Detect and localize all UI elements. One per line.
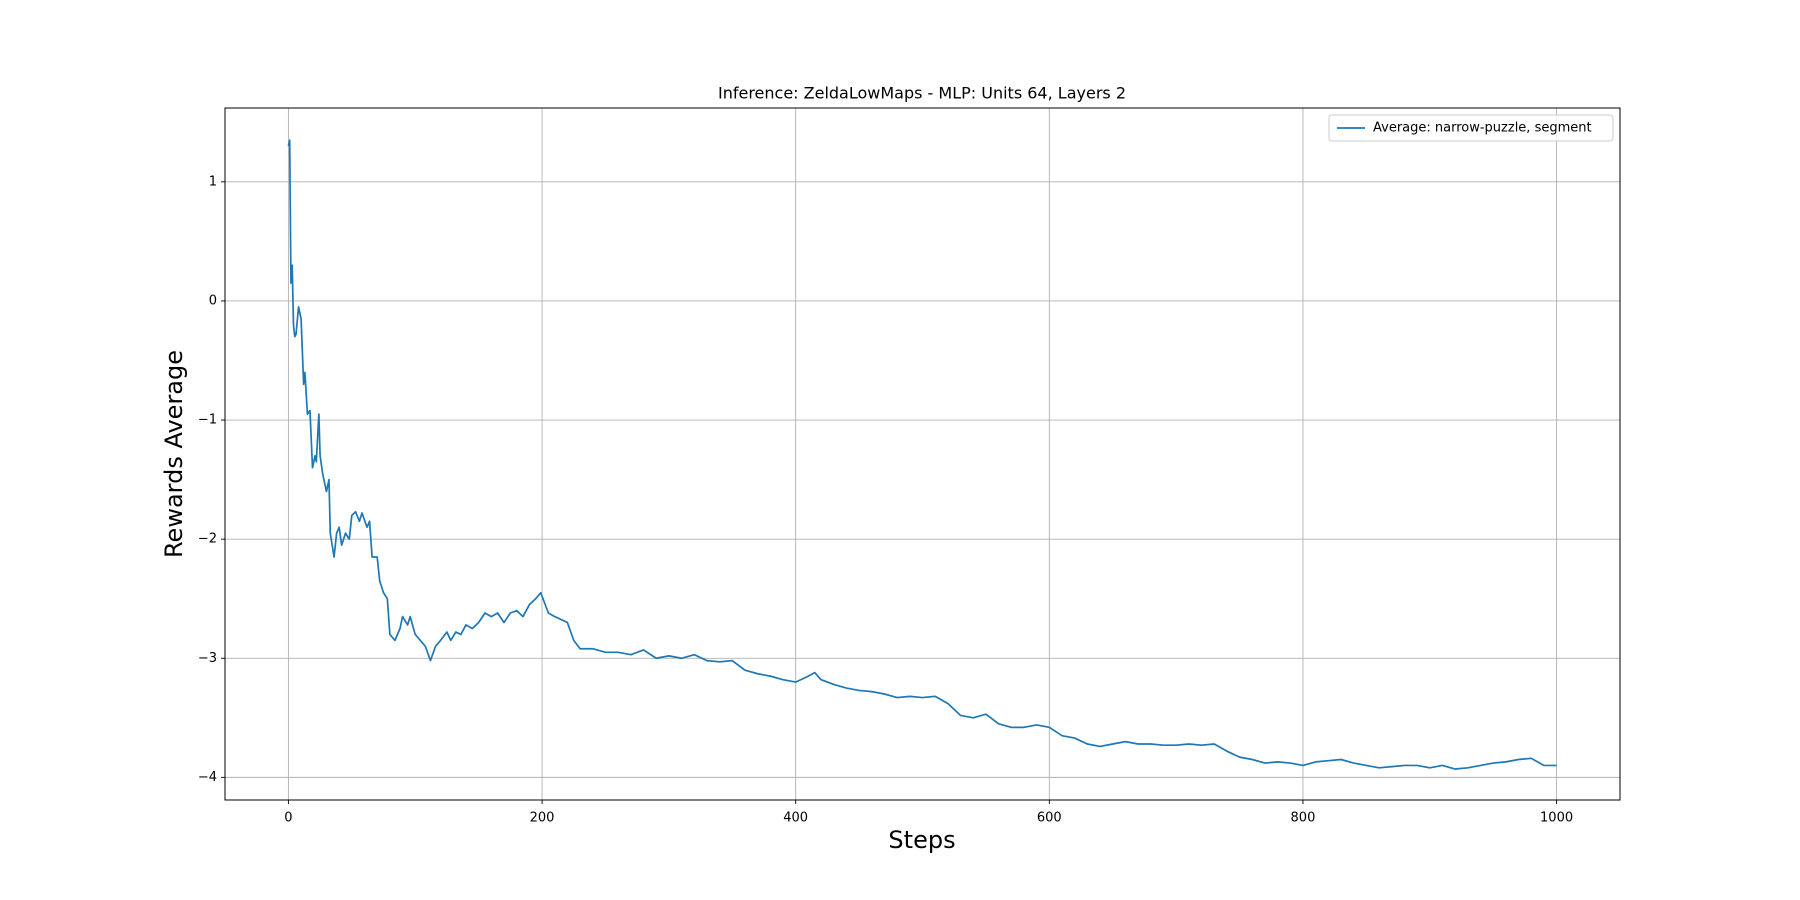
legend-label: Average: narrow-puzzle, segment: [1373, 121, 1592, 136]
x-axis-label: Steps: [888, 826, 955, 854]
x-tick-label: 0: [284, 811, 292, 826]
y-tick-label: −1: [198, 413, 217, 428]
x-tick-label: 600: [1037, 811, 1062, 826]
legend-box: [1328, 114, 1614, 142]
x-tick-label: 400: [783, 811, 808, 826]
y-tick-label: −2: [198, 532, 217, 547]
x-tick-label: 200: [530, 811, 555, 826]
data-line: [287, 139, 1557, 770]
y-axis-label: Rewards Average: [160, 350, 188, 558]
y-tick-label: 0: [209, 293, 217, 308]
y-tick-label: −4: [198, 770, 217, 785]
plot-frame: [224, 107, 1621, 801]
y-tick-label: 1: [209, 174, 217, 189]
chart-title: Inference: ZeldaLowMaps - MLP: Units 64,…: [718, 84, 1126, 103]
y-tick-label: −3: [198, 651, 217, 666]
x-tick-label: 800: [1291, 811, 1316, 826]
x-tick-label: 1000: [1540, 811, 1573, 826]
